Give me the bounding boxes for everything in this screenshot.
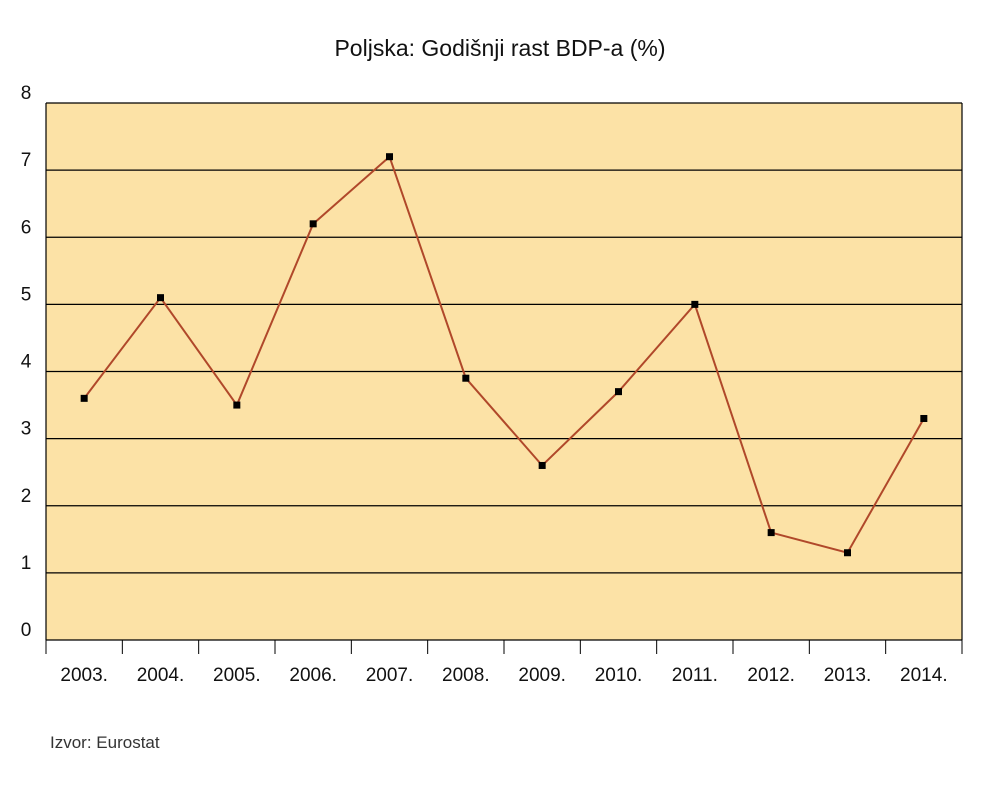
y-tick-label: 2 [21,486,32,507]
y-tick-label: 6 [21,217,32,238]
x-axis-ticks: 2003. 2004. 2005. 2006. 2007. 2008. 2009. 2010.… [45,640,963,686]
x-tick-label: 2010. [595,665,643,686]
data-point [691,300,699,308]
x-tick-label: 2004. [137,665,185,686]
x-tick-label: 2008. [442,665,490,686]
y-tick-label: 4 [21,352,32,373]
data-point [309,220,317,228]
x-tick-label: 2012. [747,665,795,686]
data-point [462,374,470,382]
x-tick-label: 2006. [289,665,337,686]
y-tick-label: 5 [21,284,32,305]
data-point [538,461,546,469]
data-points [80,153,928,557]
data-point [80,394,88,402]
y-tick-label: 0 [21,620,32,641]
x-tick-label: 2011. [672,665,718,686]
source-note: Izvor: Eurostat [50,733,160,752]
x-tick-label: 2009. [518,665,566,686]
x-tick-label: 2005. [213,665,261,686]
data-point [920,414,928,422]
data-point [157,294,164,302]
x-tick-label: 2013. [824,665,872,686]
data-point [615,388,622,396]
data-point [386,153,393,161]
series-polyline [83,154,925,554]
y-tick-label: 7 [21,150,32,171]
data-point [844,549,851,557]
x-tick-label: 2014. [900,665,948,686]
y-axis-ticks: 0 1 2 3 4 5 6 7 8 [21,83,32,641]
y-tick-label: 3 [21,419,32,440]
series-line [83,154,925,554]
grid-lines [45,102,963,641]
x-tick-label: 2003. [60,665,108,686]
x-tick-label: 2007. [366,665,414,686]
chart-title: Poljska: Godišnji rast BDP-a (%) [334,35,665,61]
data-point [767,529,775,537]
y-tick-label: 1 [21,553,32,574]
data-point [233,401,241,409]
y-tick-label: 8 [21,83,32,104]
